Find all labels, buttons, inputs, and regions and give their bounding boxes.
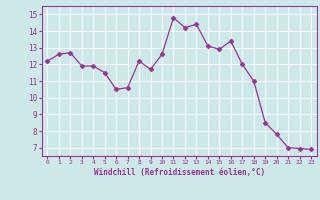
X-axis label: Windchill (Refroidissement éolien,°C): Windchill (Refroidissement éolien,°C) [94, 168, 265, 177]
